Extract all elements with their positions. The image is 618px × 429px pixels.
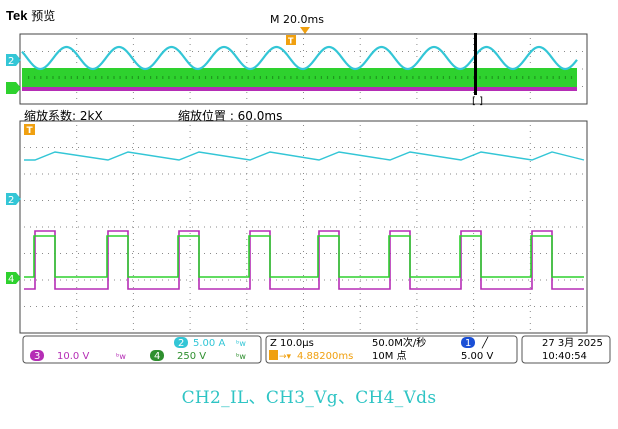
zoom-ch4-marker-num: 4 bbox=[8, 274, 14, 285]
sample-rate: 50.0M次/秒 bbox=[372, 336, 426, 349]
ch3-badge-num: 3 bbox=[34, 351, 40, 362]
timebase-readout-box[interactable] bbox=[265, 335, 518, 364]
overview-ch2-trace bbox=[21, 45, 578, 71]
zoom-cursor-bracket: [ ] bbox=[472, 96, 483, 107]
zoom-ch4-marker bbox=[6, 272, 21, 284]
overview-ch2-marker-num: 2 bbox=[8, 56, 14, 67]
zoom-ch4-trace bbox=[24, 235, 584, 278]
record-length: 10M 点 bbox=[372, 350, 407, 362]
ch3-bw-icon: ᵇw bbox=[116, 352, 126, 361]
trigger-level: 5.00 V bbox=[461, 351, 493, 362]
ch2-badge-num: 2 bbox=[178, 338, 184, 349]
zoom-timebase: Z 10.0μs bbox=[270, 338, 314, 349]
zoom-cursor[interactable] bbox=[474, 33, 477, 95]
overview-ch4-marker bbox=[6, 82, 21, 94]
ch2-bw-icon: ᵇw bbox=[236, 339, 246, 348]
zoom-position-readout: 缩放位置 : 60.0ms bbox=[178, 109, 283, 123]
overview-ch3-band bbox=[22, 87, 577, 91]
trigger-channel-badge bbox=[461, 337, 475, 348]
zoom-trigger-marker bbox=[24, 124, 35, 135]
ch4-bw-icon: ᵇw bbox=[236, 352, 246, 361]
trigger-slope-icon: ╱ bbox=[481, 336, 489, 349]
zoom-ch2-marker-num: 2 bbox=[8, 195, 14, 206]
trigger-position-arrow bbox=[300, 27, 310, 34]
zoom-trigger-letter: T bbox=[27, 126, 34, 136]
mode-label: 预览 bbox=[31, 9, 56, 23]
date-readout: 27 3月 2025 bbox=[542, 337, 603, 349]
trigger-arrow-icon: →▾ bbox=[279, 352, 292, 362]
ch2-badge bbox=[174, 337, 188, 348]
trigger-pos-icon bbox=[269, 350, 278, 360]
trigger-channel-num: 1 bbox=[465, 338, 471, 349]
zoom-factor-readout: 缩放系数: 2kX bbox=[24, 109, 103, 123]
zoom-ch2-trace bbox=[24, 151, 585, 161]
overview-trigger-letter: T bbox=[288, 37, 294, 46]
channel-readout-box[interactable] bbox=[22, 335, 262, 364]
overview-ch4-band bbox=[22, 68, 577, 87]
ch3-badge bbox=[30, 350, 44, 361]
brand-name: Tek bbox=[6, 8, 28, 23]
ch2-scale: 5.00 A bbox=[193, 338, 225, 349]
zoom-ch2-marker bbox=[6, 193, 21, 205]
zoom-grid bbox=[24, 125, 583, 330]
time-readout: 10:40:54 bbox=[542, 351, 587, 362]
figure-caption: CH2_IL、CH3_Vg、CH4_Vds bbox=[181, 388, 437, 408]
main-timebase-readout: M 20.0ms bbox=[270, 13, 324, 26]
trigger-position: 4.88200ms bbox=[297, 351, 353, 362]
brand-label: Tek 预览 bbox=[6, 7, 55, 24]
overview-trigger-marker bbox=[286, 35, 296, 45]
ch4-scale: 250 V bbox=[177, 351, 206, 362]
overview-ch2-marker bbox=[6, 54, 21, 66]
ch4-badge bbox=[150, 350, 164, 361]
datetime-box bbox=[521, 335, 611, 364]
overview-band-ticks bbox=[28, 76, 573, 79]
ch4-badge-num: 4 bbox=[154, 351, 160, 362]
ch3-scale: 10.0 V bbox=[57, 351, 89, 362]
